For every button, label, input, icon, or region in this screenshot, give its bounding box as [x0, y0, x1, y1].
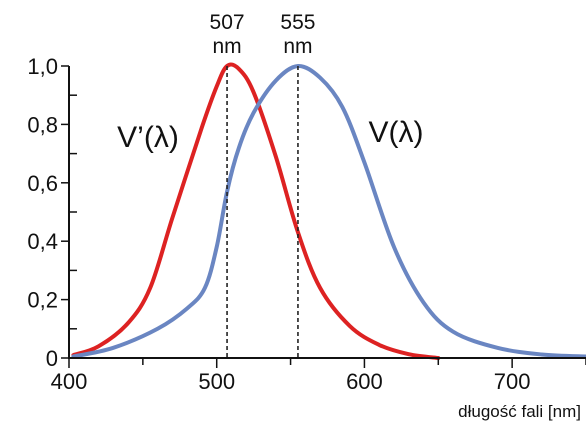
series-line-v-prime: [71, 62, 441, 360]
y-tick-label: 1,0: [27, 54, 58, 79]
series-label-v: V(λ): [369, 116, 424, 149]
y-tick-label: 0: [46, 346, 58, 371]
peak-unit-555: nm: [283, 35, 312, 58]
y-tick-label: 0,6: [27, 171, 58, 196]
series-layer: [71, 62, 586, 360]
peak-label-555: 555: [280, 11, 315, 34]
x-tick-label: 400: [51, 369, 88, 394]
y-tick-label: 0,8: [27, 112, 58, 137]
series-line-v: [71, 63, 586, 359]
x-tick-label: 600: [346, 369, 383, 394]
y-tick-label: 0,2: [27, 288, 58, 313]
peak-label-507: 507: [210, 11, 245, 34]
x-tick-label: 700: [494, 369, 531, 394]
axes: 0 0,2 0,4 0,6 0,8 1,0 400 500 600 700: [27, 54, 586, 394]
x-tick-label: 500: [198, 369, 235, 394]
x-axis-title: długość fali [nm]: [458, 402, 581, 421]
peak-unit-507: nm: [212, 35, 241, 58]
y-tick-label: 0,4: [27, 229, 58, 254]
series-label-v-prime: V’(λ): [117, 121, 179, 154]
labels-layer: V’(λ) V(λ) długość fali [nm]: [117, 116, 581, 421]
